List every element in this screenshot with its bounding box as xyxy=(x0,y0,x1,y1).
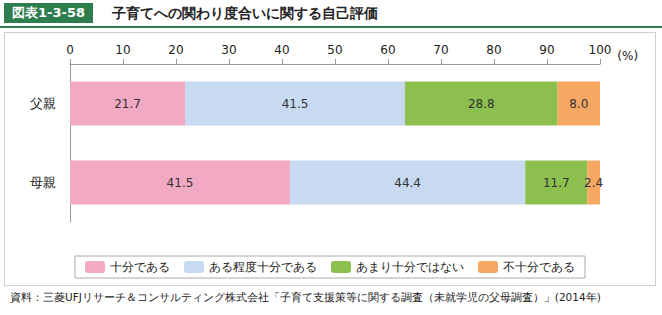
svg-text:41.5: 41.5 xyxy=(167,176,194,190)
svg-text:あまり十分ではない: あまり十分ではない xyxy=(356,260,464,274)
svg-text:100: 100 xyxy=(589,43,612,57)
svg-text:ある程度十分である: ある程度十分である xyxy=(209,260,317,274)
svg-text:28.8: 28.8 xyxy=(468,97,495,111)
svg-text:80: 80 xyxy=(486,43,501,57)
svg-text:70: 70 xyxy=(433,43,448,57)
svg-text:40: 40 xyxy=(274,43,289,57)
svg-text:父親: 父親 xyxy=(30,96,56,111)
svg-text:41.5: 41.5 xyxy=(282,97,309,111)
svg-text:11.7: 11.7 xyxy=(543,176,570,190)
svg-text:(%): (%) xyxy=(617,49,638,63)
svg-text:不十分である: 不十分である xyxy=(503,260,575,274)
html-text:図表1-3-58: 図表1-3-58 xyxy=(12,5,85,20)
svg-text:0: 0 xyxy=(66,43,74,57)
svg-text:44.4: 44.4 xyxy=(394,176,421,190)
svg-text:90: 90 xyxy=(539,43,554,57)
svg-text:60: 60 xyxy=(380,43,395,57)
svg-text:8.0: 8.0 xyxy=(569,97,588,111)
svg-text:30: 30 xyxy=(221,43,236,57)
svg-text:母親: 母親 xyxy=(30,175,56,190)
html-text:資料：三菱UFJリサーチ＆コンサルティング株式会社「子育て支: 資料：三菱UFJリサーチ＆コンサルティング株式会社「子育て支援策等に関する調査（… xyxy=(10,291,601,303)
svg-text:2.4: 2.4 xyxy=(584,176,603,190)
svg-text:20: 20 xyxy=(168,43,183,57)
svg-text:50: 50 xyxy=(327,43,342,57)
svg-text:21.7: 21.7 xyxy=(114,97,141,111)
html-text:子育てへの関わり度合いに関する自己評価: 子育てへの関わり度合いに関する自己評価 xyxy=(112,5,378,21)
svg-text:十分である: 十分である xyxy=(110,260,170,274)
svg-text:10: 10 xyxy=(115,43,130,57)
